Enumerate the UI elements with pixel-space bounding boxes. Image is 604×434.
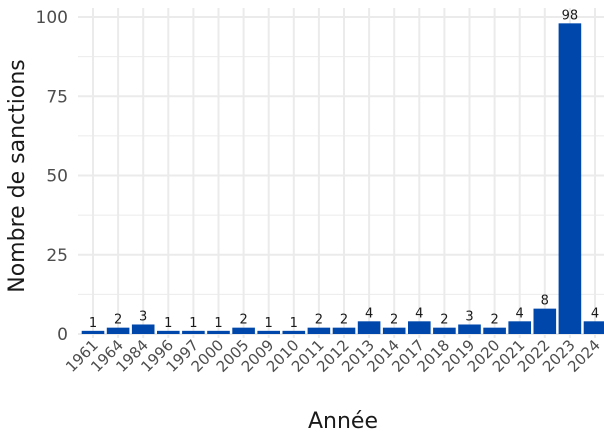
bar	[232, 327, 255, 334]
bar-data-label: 4	[516, 306, 524, 321]
bar	[307, 327, 331, 334]
bar	[357, 321, 381, 334]
bar	[207, 330, 230, 334]
bar-data-label: 1	[89, 316, 97, 331]
bar-data-label: 1	[164, 316, 172, 331]
bar	[131, 324, 155, 334]
bar-data-label: 2	[340, 313, 348, 328]
y-tick-label: 0	[57, 325, 68, 345]
bar	[182, 330, 205, 334]
bar-data-label: 1	[265, 316, 273, 331]
bar	[382, 327, 406, 334]
bar-data-label: 3	[465, 309, 473, 324]
bar	[81, 330, 105, 334]
bar-data-label: 2	[315, 313, 323, 328]
bar	[106, 327, 130, 334]
bar-data-label: 1	[214, 316, 222, 331]
y-tick-label: 75	[46, 87, 68, 107]
bar	[458, 324, 481, 334]
bar	[483, 327, 506, 334]
bars	[81, 23, 604, 335]
bar	[583, 321, 604, 334]
y-tick-label: 25	[46, 246, 68, 266]
bar	[282, 330, 306, 334]
bar	[533, 308, 557, 334]
grid-lines	[78, 8, 604, 338]
bar	[508, 321, 531, 334]
y-tick-labels: 0 25 50 75 100	[36, 8, 68, 345]
bar-data-label: 2	[390, 313, 398, 328]
bar-data-label: 2	[239, 313, 247, 328]
bar-data-label: 2	[440, 313, 448, 328]
bar-data-label: 1	[189, 316, 197, 331]
bar-data-label: 8	[541, 294, 549, 309]
bar	[558, 23, 582, 335]
bar	[257, 330, 280, 334]
x-axis-title: Année	[308, 409, 378, 434]
bar-data-label: 4	[591, 306, 599, 321]
bar	[332, 327, 356, 334]
bar-data-label: 4	[365, 306, 373, 321]
bar-data-label: 4	[415, 306, 423, 321]
bar	[157, 330, 180, 334]
bar-data-label: 98	[562, 8, 579, 23]
y-tick-label: 50	[46, 167, 68, 187]
bar-data-label: 1	[290, 316, 298, 331]
bar-data-label: 2	[490, 313, 498, 328]
bar-data-labels: 1 2 3 1 1 1 2 1 1 2 2 4 2 4 2 3 2 4 8 98 4	[89, 8, 599, 330]
bar	[433, 327, 456, 334]
bar	[408, 321, 431, 334]
bar-data-label: 3	[139, 309, 147, 324]
y-tick-label: 100	[36, 8, 68, 28]
bar-data-label: 2	[114, 313, 122, 328]
x-tick-labels: 1961196419841996199720002005200920102011…	[62, 336, 604, 376]
y-axis-title: Nombre de sanctions	[5, 59, 30, 292]
